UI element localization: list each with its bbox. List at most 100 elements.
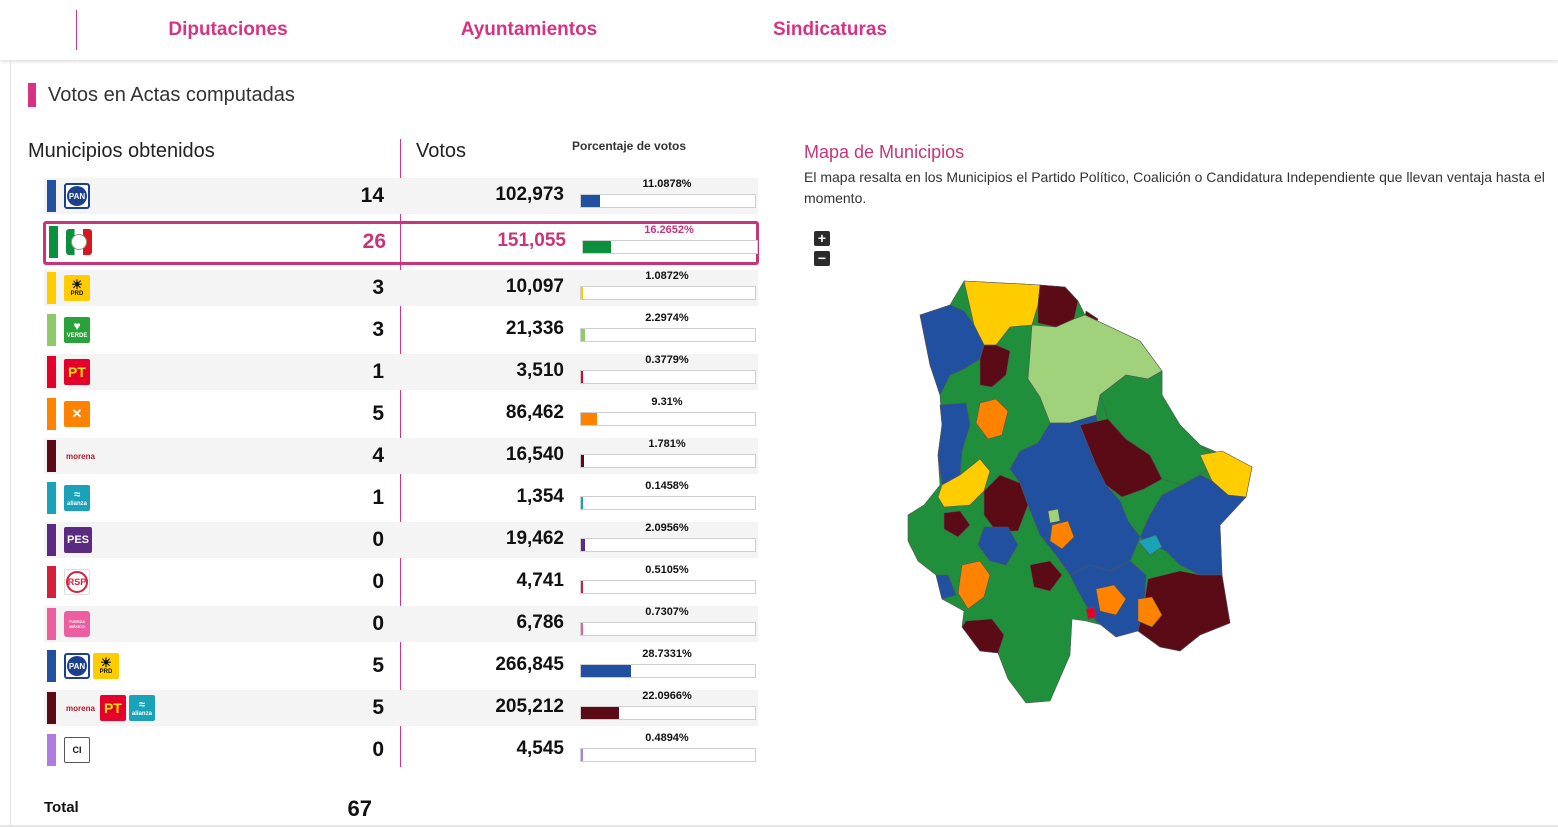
section-accent-bar	[28, 83, 36, 107]
total-label: Total	[44, 799, 79, 816]
party-logos: ✕	[64, 401, 90, 427]
header-votos: Votos	[416, 140, 467, 162]
percentage-label: 11.0878%	[642, 178, 692, 190]
percentage-bar-fill	[581, 371, 583, 383]
percentage-bar	[580, 328, 756, 342]
result-row[interactable]: ♥ VERDE 3 21,336 2.2974%	[44, 312, 758, 348]
map-region	[935, 574, 957, 600]
result-row[interactable]: PAN ☀ PRD 5 266,845 28.7331%	[44, 648, 758, 684]
party-color-stripe	[47, 356, 56, 388]
percentage-label: 9.31%	[651, 396, 683, 408]
party-color-stripe	[47, 440, 56, 472]
pan-logo: PAN	[64, 653, 90, 679]
tab-diputaciones[interactable]: Diputaciones	[168, 19, 288, 40]
party-logos: ♥ VERDE	[64, 317, 90, 343]
percentage-bar-fill	[581, 707, 620, 719]
percentage-label: 0.5105%	[645, 564, 689, 576]
votes-count: 10,097	[505, 276, 564, 297]
party-color-stripe	[47, 314, 56, 346]
votes-count: 205,212	[495, 696, 564, 717]
percentage-label: 1.0872%	[645, 270, 689, 282]
percentage-bar	[580, 664, 756, 678]
percentage-bar-fill	[581, 497, 583, 509]
result-row[interactable]: PT 1 3,510 0.3779%	[44, 354, 758, 390]
result-row[interactable]: PAN 14 102,973 11.0878%	[44, 178, 758, 214]
map-region	[1047, 508, 1061, 524]
percentage-label: 16.2652%	[644, 224, 694, 236]
swoosh-icon: ≈	[138, 698, 145, 711]
bottom-border	[0, 825, 1558, 827]
percentage-bar-fill	[581, 413, 598, 425]
result-row[interactable]: RSP 0 4,741 0.5105%	[44, 564, 758, 600]
zoom-in-button[interactable]: +	[814, 231, 830, 246]
percentage-bar	[580, 194, 756, 208]
votes-count: 86,462	[505, 402, 564, 423]
percentage-label: 2.0956%	[645, 522, 689, 534]
result-row[interactable]: morena 4 16,540 1.781%	[44, 438, 758, 474]
verde-logo: ♥ VERDE	[64, 317, 90, 343]
party-logos: PT	[64, 359, 90, 385]
morena-logo-text: morena	[66, 703, 95, 713]
top-tab-bar: Diputaciones Ayuntamientos Sindicaturas	[0, 0, 1558, 60]
tab-divider	[76, 10, 77, 50]
pt-logo-text: PT	[103, 700, 122, 716]
municipios-count: 14	[360, 184, 384, 207]
party-color-stripe	[47, 398, 56, 430]
result-row[interactable]: PES 0 19,462 2.0956%	[44, 522, 758, 558]
municipios-count: 4	[372, 444, 384, 467]
prd-logo: ☀ PRD	[93, 653, 119, 679]
mc-logo: ✕	[64, 401, 90, 427]
percentage-bar	[580, 748, 756, 762]
votes-count: 4,741	[516, 570, 564, 591]
eagle-icon: ✕	[71, 406, 83, 421]
result-row[interactable]: FUERZA MÉXICO 0 6,786 0.7307%	[44, 606, 758, 642]
section-title: Votos en Actas computadas	[48, 83, 295, 106]
alianza-logo-text: alianza	[66, 500, 87, 507]
result-row[interactable]: ≈ alianza 1 1,354 0.1458%	[44, 480, 758, 516]
percentage-bar	[580, 538, 756, 552]
party-color-stripe	[47, 272, 56, 304]
pan-logo-text: PAN	[67, 656, 87, 676]
percentage-bar	[580, 286, 756, 300]
result-row[interactable]: morena PT ≈ alianza 5 205,212 22.0966%	[44, 690, 758, 726]
percentage-bar	[580, 370, 756, 384]
result-row[interactable]: ☀ PRD 3 10,097 1.0872%	[44, 270, 758, 306]
morena-logo: morena	[64, 695, 97, 721]
party-color-stripe	[47, 180, 56, 212]
percentage-bar-fill	[581, 623, 583, 635]
sun-icon: ☀	[100, 655, 112, 670]
sun-icon: ☀	[71, 277, 83, 292]
result-row[interactable]: 26 151,055 16.2652%	[43, 221, 759, 265]
votes-count: 3,510	[516, 360, 564, 381]
morena-logo-text: morena	[66, 451, 95, 461]
result-row[interactable]: ✕ 5 86,462 9.31%	[44, 396, 758, 432]
pan-logo-text: PAN	[67, 186, 87, 206]
pt-logo: PT	[99, 695, 126, 721]
percentage-bar	[580, 706, 756, 720]
votes-count: 1,354	[516, 486, 564, 507]
municipios-count: 3	[372, 318, 384, 341]
result-row[interactable]: CI 0 4,545 0.4894%	[44, 732, 758, 768]
zoom-out-button[interactable]: −	[814, 251, 830, 266]
map-region	[1085, 606, 1097, 620]
party-logos: RSP	[64, 569, 90, 595]
tab-ayuntamientos[interactable]: Ayuntamientos	[460, 19, 598, 40]
toucan-icon: ♥	[73, 319, 81, 333]
municipios-map[interactable]	[900, 275, 1260, 705]
map-region	[961, 618, 1005, 654]
party-color-stripe	[47, 734, 56, 766]
tab-sindicaturas[interactable]: Sindicaturas	[772, 19, 888, 40]
total-value: 67	[347, 796, 372, 821]
municipios-count: 1	[372, 360, 384, 383]
party-logos: PES	[64, 527, 92, 553]
percentage-bar	[580, 412, 756, 426]
percentage-bar-fill	[581, 287, 583, 299]
fuerza-mexico-logo-text: FUERZA MÉXICO	[68, 619, 86, 629]
votes-count: 102,973	[495, 184, 564, 205]
percentage-label: 0.4894%	[645, 732, 689, 744]
municipios-count: 5	[372, 696, 384, 719]
pt-logo: PT	[64, 359, 90, 385]
pan-logo: PAN	[64, 183, 90, 209]
municipios-count: 0	[372, 612, 384, 635]
prd-logo-text: PRD	[70, 291, 84, 297]
